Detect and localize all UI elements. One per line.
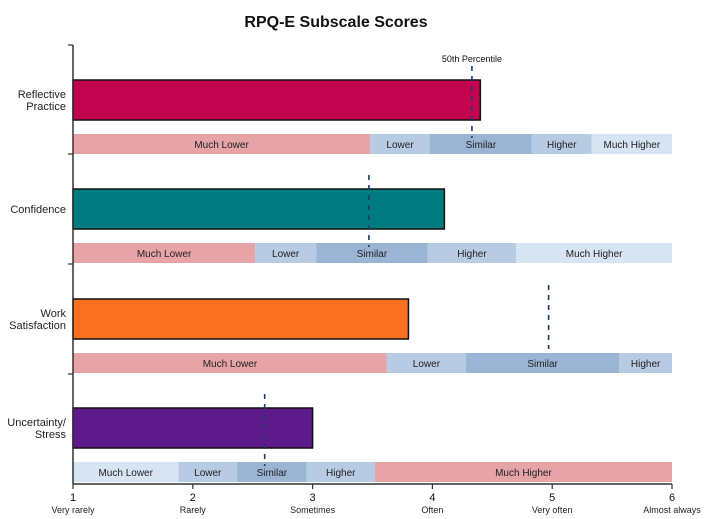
score-bar <box>72 407 314 449</box>
category-label: Satisfaction <box>9 320 66 332</box>
band-label: Similar <box>527 359 558 370</box>
category-label: Reflective <box>18 89 66 101</box>
band-segment <box>591 134 672 154</box>
band-label: Similar <box>466 140 497 151</box>
x-tick-label: 1 <box>70 492 76 504</box>
band-segment <box>178 462 238 482</box>
x-tick-word: Almost always <box>643 505 701 515</box>
band-label: Much Lower <box>137 249 192 260</box>
x-tick-word: Very often <box>532 505 573 515</box>
band-segment <box>430 134 532 154</box>
score-bar <box>72 298 410 340</box>
band-segment <box>306 462 375 482</box>
band-segment <box>73 243 256 263</box>
band-label: Much Higher <box>604 140 661 151</box>
plot-area: Much Lower Lower Similar Higher Much Higher R… <box>7 44 701 515</box>
band-label: Lower <box>413 359 441 370</box>
x-tick-label: 5 <box>549 492 555 504</box>
score-bar <box>72 188 446 230</box>
band-label: Lower <box>194 468 222 479</box>
band-label: Much Lower <box>203 359 258 370</box>
band-segment <box>427 243 517 263</box>
band-label: Higher <box>547 140 577 151</box>
band-segment <box>516 243 672 263</box>
x-tick-word: Sometimes <box>290 505 336 515</box>
category-label: Confidence <box>10 204 66 216</box>
band-label: Much Lower <box>194 140 249 151</box>
x-tick-word: Very rarely <box>51 505 95 515</box>
x-tick-label: 6 <box>669 492 675 504</box>
band-label: Higher <box>631 359 661 370</box>
band-label: Much Higher <box>566 249 623 260</box>
band-label: Lower <box>272 249 300 260</box>
category-label: Uncertainty/ <box>7 417 67 429</box>
band-segment <box>386 353 466 373</box>
x-tick-word: Often <box>421 505 443 515</box>
band-label: Similar <box>257 468 288 479</box>
x-tick-label: 3 <box>310 492 316 504</box>
band-label: Higher <box>457 249 487 260</box>
band-segment <box>237 462 307 482</box>
category-label: Stress <box>35 429 67 441</box>
chart-title: RPQ-E Subscale Scores <box>244 14 427 31</box>
band-segment <box>73 462 179 482</box>
x-tick-label: 4 <box>429 492 435 504</box>
band-label: Much Lower <box>98 468 153 479</box>
x-tick-label: 2 <box>190 492 196 504</box>
band-label: Lower <box>386 140 414 151</box>
band-segment <box>73 134 371 154</box>
category-label: Practice <box>26 101 66 113</box>
band-segment <box>531 134 592 154</box>
band-label: Much Higher <box>495 468 552 479</box>
category-label: Work <box>41 308 67 320</box>
band-segment <box>465 353 620 373</box>
x-tick-word: Rarely <box>180 505 207 515</box>
band-segment <box>370 134 431 154</box>
score-bar <box>72 79 482 121</box>
percentile-label: 50th Percentile <box>442 54 502 64</box>
band-segment <box>374 462 672 482</box>
band-segment <box>619 353 672 373</box>
band-segment <box>255 243 317 263</box>
band-segment <box>316 243 428 263</box>
band-label: Similar <box>357 249 388 260</box>
band-segment <box>73 353 387 373</box>
band-label: Higher <box>326 468 356 479</box>
